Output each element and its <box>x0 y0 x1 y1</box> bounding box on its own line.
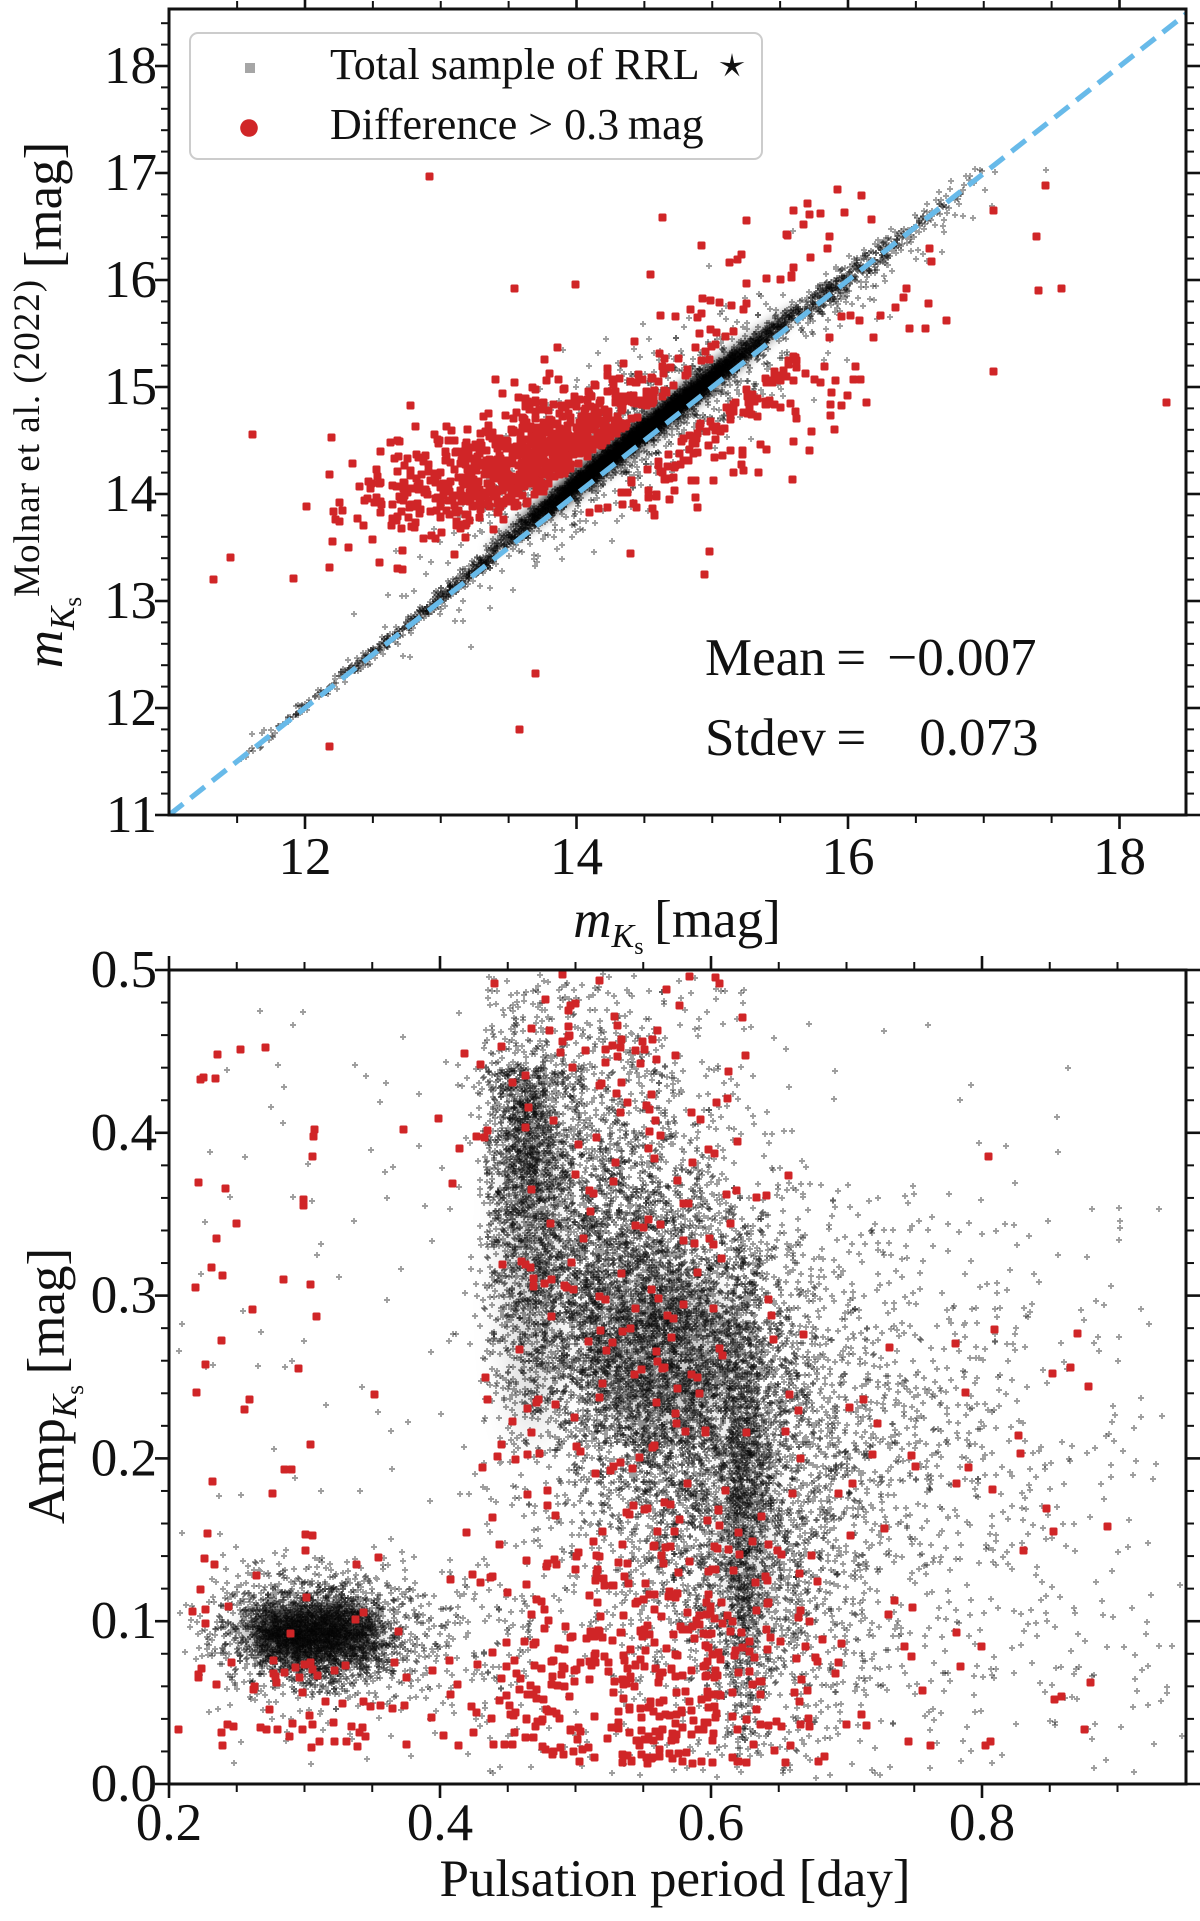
svg-text:Pulsation period [day]: Pulsation period [day] <box>439 1850 910 1908</box>
svg-text:16: 16 <box>104 251 157 309</box>
svg-text:Total sample of RRL: Total sample of RRL <box>330 40 700 89</box>
svg-text:16: 16 <box>822 828 875 886</box>
svg-text:17: 17 <box>104 144 157 202</box>
svg-text:0.5: 0.5 <box>91 941 157 999</box>
svg-text:15: 15 <box>104 358 157 416</box>
svg-text:0.3: 0.3 <box>91 1267 157 1325</box>
svg-text:AmpKs [mag]: AmpKs [mag] <box>18 1248 89 1524</box>
svg-text:0.2: 0.2 <box>91 1429 157 1487</box>
svg-text:0.6: 0.6 <box>678 1794 744 1852</box>
svg-text:0.2: 0.2 <box>136 1794 202 1852</box>
svg-text:0.4: 0.4 <box>407 1794 473 1852</box>
svg-text:0.4: 0.4 <box>91 1104 157 1162</box>
svg-text:14: 14 <box>104 465 157 523</box>
svg-text:Stdev = 0.073: Stdev = 0.073 <box>705 709 1039 767</box>
svg-text:0.1: 0.1 <box>91 1592 157 1650</box>
svg-text:Difference > 0.3 mag: Difference > 0.3 mag <box>330 100 704 149</box>
svg-text:Mean = −0.007: Mean = −0.007 <box>705 629 1037 687</box>
svg-text:mKsMolnar et al. (2022) [mag]: mKsMolnar et al. (2022) [mag] <box>7 142 87 669</box>
svg-text:0.8: 0.8 <box>949 1794 1015 1852</box>
svg-text:14: 14 <box>550 828 603 886</box>
svg-text:18: 18 <box>104 37 157 95</box>
svg-text:18: 18 <box>1093 828 1146 886</box>
svg-text:0.0: 0.0 <box>91 1755 157 1813</box>
svg-text:11: 11 <box>106 786 157 844</box>
svg-text:13: 13 <box>104 572 157 630</box>
svg-text:12: 12 <box>279 828 332 886</box>
svg-text:12: 12 <box>104 679 157 737</box>
svg-text:mKs [mag]: mKs [mag] <box>573 891 780 960</box>
